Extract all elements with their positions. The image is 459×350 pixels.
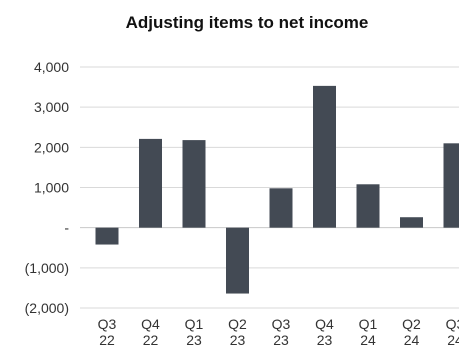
bars	[95, 85, 459, 294]
x-tick-label: Q1 24	[359, 316, 378, 348]
y-tick-label: (2,000)	[25, 300, 69, 316]
bar	[356, 184, 380, 228]
x-tick-label-line: Q3	[272, 316, 291, 332]
x-tick-label-line: 23	[273, 332, 289, 348]
x-tick-label-line: 24	[404, 332, 420, 348]
y-tick-label: 3,000	[34, 99, 69, 115]
x-tick-label: Q2 24	[402, 316, 421, 348]
x-tick-label-line: Q2	[402, 316, 421, 332]
y-tick-label: 4,000	[34, 59, 69, 75]
bar	[400, 217, 423, 228]
x-tick-label-line: 23	[186, 332, 202, 348]
x-tick-label: Q1 23	[185, 316, 204, 348]
bar	[313, 85, 336, 228]
x-tick-label-line: 22	[143, 332, 159, 348]
bar	[139, 138, 162, 228]
x-tick-label-line: Q1	[185, 316, 204, 332]
gridlines	[80, 66, 459, 309]
x-tick-label-line: 24	[447, 332, 459, 348]
x-tick-label-line: Q4	[141, 316, 160, 332]
y-tick-label: 2,000	[34, 139, 69, 155]
x-tick-label: Q4 22	[141, 316, 160, 348]
x-tick-label-line: Q3	[446, 316, 459, 332]
y-axis-tick-labels: 4,000 3,000 2,000 1,000 - (1,000) (2,000)	[25, 59, 70, 316]
x-tick-label-line: Q2	[228, 316, 247, 332]
x-tick-label-line: 23	[230, 332, 246, 348]
x-tick-label-line: Q4	[315, 316, 334, 332]
x-tick-label: Q3 23	[272, 316, 291, 348]
x-tick-label-line: Q3	[98, 316, 117, 332]
bar	[443, 143, 459, 228]
bar	[95, 227, 119, 245]
x-tick-label-line: 23	[317, 332, 333, 348]
y-tick-label: (1,000)	[25, 260, 69, 276]
y-tick-label: -	[64, 220, 69, 236]
y-tick-label: 1,000	[34, 180, 69, 196]
x-tick-label-line: Q1	[359, 316, 378, 332]
x-tick-label-line: 22	[99, 332, 115, 348]
bar	[269, 188, 293, 228]
x-tick-label-line: 24	[360, 332, 376, 348]
x-tick-label: Q3 22	[98, 316, 117, 348]
bar	[182, 140, 206, 228]
x-tick-label: Q324	[446, 316, 459, 348]
chart-title: Adjusting items to net income	[126, 13, 369, 32]
x-tick-label: Q4 23	[315, 316, 334, 348]
x-tick-label: Q2 23	[228, 316, 247, 348]
x-axis-tick-labels: Q322Q422Q123Q223Q323Q423Q124Q224Q324	[98, 316, 459, 348]
bar	[226, 227, 249, 294]
